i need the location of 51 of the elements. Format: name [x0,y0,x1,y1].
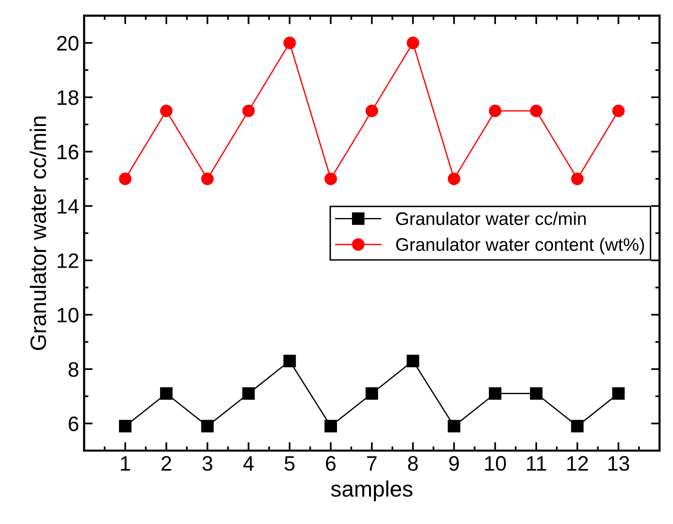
point [201,420,214,432]
x-tick-label: 4 [243,456,254,471]
x-tick-label: 8 [408,456,418,471]
point [612,387,625,400]
point [366,387,378,400]
point [160,104,173,118]
x-tick-label: 6 [326,456,336,471]
point [118,172,132,186]
x-tick-label: 3 [202,456,212,471]
y-tick-label: 6 [68,416,78,432]
point [160,387,173,400]
x-tick-label: 2 [162,456,172,471]
point [488,387,502,400]
point [406,354,420,368]
y-tick-label: 18 [58,90,78,106]
x-tick-label: 5 [284,456,295,471]
point [242,387,255,400]
point [530,387,542,400]
x-tick-label: 11 [527,456,546,471]
x-axis-title: samples [331,480,412,502]
y-tick-label: 20 [57,36,78,51]
x-tick-label: 13 [608,456,630,471]
x-tick-label: 9 [449,456,459,471]
y-tick-label: 16 [58,144,78,160]
point [366,104,378,118]
point [283,354,296,368]
point [488,104,502,118]
y-tick-label: 10 [58,308,78,322]
y-axis-title: Granulator water cc/min [30,116,46,350]
legend-label: Granulator water content (wt%) [396,238,644,255]
point [406,36,420,50]
point [324,420,337,432]
point [324,172,337,186]
point [448,420,460,432]
point [571,172,584,186]
point [118,420,132,432]
x-tick-label: 12 [567,456,588,471]
point [283,36,296,50]
x-tick-label: 7 [367,456,377,471]
point [448,172,460,186]
point [612,104,625,118]
point [201,172,214,186]
y-tick-label: 8 [68,362,78,377]
legend-label: Granulator water cc/min [396,212,586,226]
point [242,104,255,118]
x-tick-label: 1 [121,456,130,471]
point [571,420,584,432]
y-tick-label: 12 [58,253,78,268]
y-tick-label: 14 [58,199,79,214]
point [530,104,542,118]
x-tick-label: 10 [485,456,506,471]
